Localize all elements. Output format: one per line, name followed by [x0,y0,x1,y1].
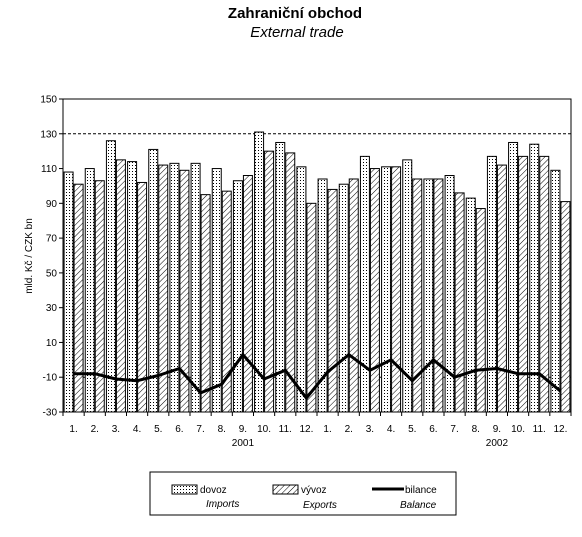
bar-exports-18 [433,178,444,413]
y-tick-label-2: 10 [46,338,58,349]
bar-imports-23 [529,143,540,413]
x-axis-ticks: 1. 2. 3. 4. 5. 6. 7. 8. 9. 10. 11. 12. 1. 2. 3. 4. 5. 6. 7… [62,412,572,435]
x-tick-label-13: 1. [323,424,331,435]
year-label-0: 2001 [232,438,255,449]
legend-label-imports-en: Imports [206,499,239,510]
line-layer [73,353,562,400]
legend-box [149,471,457,516]
bar-imports-12 [296,166,307,413]
y-tick-label-4: 50 [46,268,58,279]
bar-imports-5 [148,148,159,413]
x-tick-label-4: 4. [133,424,141,435]
bar-imports-3 [105,140,116,413]
bar-exports-24 [560,201,571,413]
x-tick-label-22: 10. [511,424,525,435]
bar-imports-24 [550,169,561,413]
x-tick-label-18: 6. [429,424,437,435]
x-tick-label-19: 7. [450,424,458,435]
bar-imports-18 [423,178,434,413]
y-tick-label-3: 30 [46,303,58,314]
bar-exports-19 [454,192,465,413]
bar-imports-21 [486,155,497,413]
legend-label-exports-en: Exports [303,500,337,511]
legend-label-exports: vývoz [301,485,327,496]
bar-imports-6 [169,162,180,413]
y-tick-label-8: 130 [40,129,57,140]
x-tick-label-12: 12. [299,424,313,435]
plot-area [63,99,571,412]
legend: dovoz Imports vývoz Exports bilance Bala… [149,471,457,516]
bar-imports-1 [63,171,74,413]
legend-label-balance-en: Balance [400,500,437,511]
x-tick-label-5: 5. [154,424,162,435]
y-tick-label-7: 110 [41,164,57,175]
legend-label-imports: dovoz [200,485,227,496]
legend-label-balance: bilance [405,485,437,496]
bar-exports-21 [496,164,507,413]
y-tick-label-5: 70 [46,234,58,245]
bar-imports-20 [465,197,476,413]
x-tick-label-7: 7. [196,424,204,435]
y-tick-label-0: -30 [43,408,58,419]
y-tick-label-6: 90 [46,199,58,210]
bar-imports-15 [359,155,370,413]
bar-exports-2 [94,180,105,413]
x-tick-label-6: 6. [175,424,183,435]
chart-subtitle: External trade [250,24,343,41]
chart-title: Zahraniční obchod [228,5,362,22]
y-tick-label-1: -10 [43,373,58,384]
bar-exports-16 [391,166,402,413]
bar-exports-14 [348,178,359,413]
x-tick-label-14: 2. [345,424,353,435]
line-balance [73,353,562,400]
bar-exports-1 [73,183,84,413]
x-tick-label-21: 9. [493,424,501,435]
x-tick-label-10: 10. [257,424,271,435]
bar-imports-7 [190,162,201,413]
bar-exports-15 [369,168,380,413]
x-tick-label-15: 3. [366,424,374,435]
x-tick-label-1: 1. [69,424,77,435]
x-tick-label-16: 4. [387,424,395,435]
x-tick-label-20: 8. [472,424,480,435]
x-tick-label-24: 12. [553,424,567,435]
bar-exports-12 [306,202,317,413]
bar-imports-16 [381,166,392,413]
x-tick-label-8: 8. [218,424,226,435]
year-label-1: 2002 [486,438,509,449]
y-axis-label: mld. Kč / CZK bn [24,218,35,294]
bar-imports-8 [211,168,222,413]
legend-swatch-exports [272,484,299,495]
bar-exports-10 [264,150,275,413]
x-tick-label-3: 3. [112,424,120,435]
x-tick-label-9: 9. [239,424,247,435]
x-tick-label-17: 5. [408,424,416,435]
year-labels: 2001 2002 [232,438,509,449]
bar-exports-20 [475,208,486,413]
bar-exports-3 [115,159,126,413]
x-tick-label-23: 11. [533,424,546,435]
x-tick-label-2: 2. [91,424,99,435]
bar-imports-9 [232,180,243,413]
y-axis-ticks: -30 -10 10 30 50 70 90 110 130 150 [40,95,63,419]
bar-imports-2 [84,168,95,413]
bar-exports-7 [200,194,211,413]
bar-exports-13 [327,188,338,413]
bar-imports-14 [338,183,349,413]
x-tick-label-11: 11. [279,424,292,435]
legend-swatch-imports [171,484,198,495]
y-tick-label-9: 150 [40,95,57,106]
bar-exports-9 [242,175,253,413]
bar-imports-4 [127,161,138,413]
